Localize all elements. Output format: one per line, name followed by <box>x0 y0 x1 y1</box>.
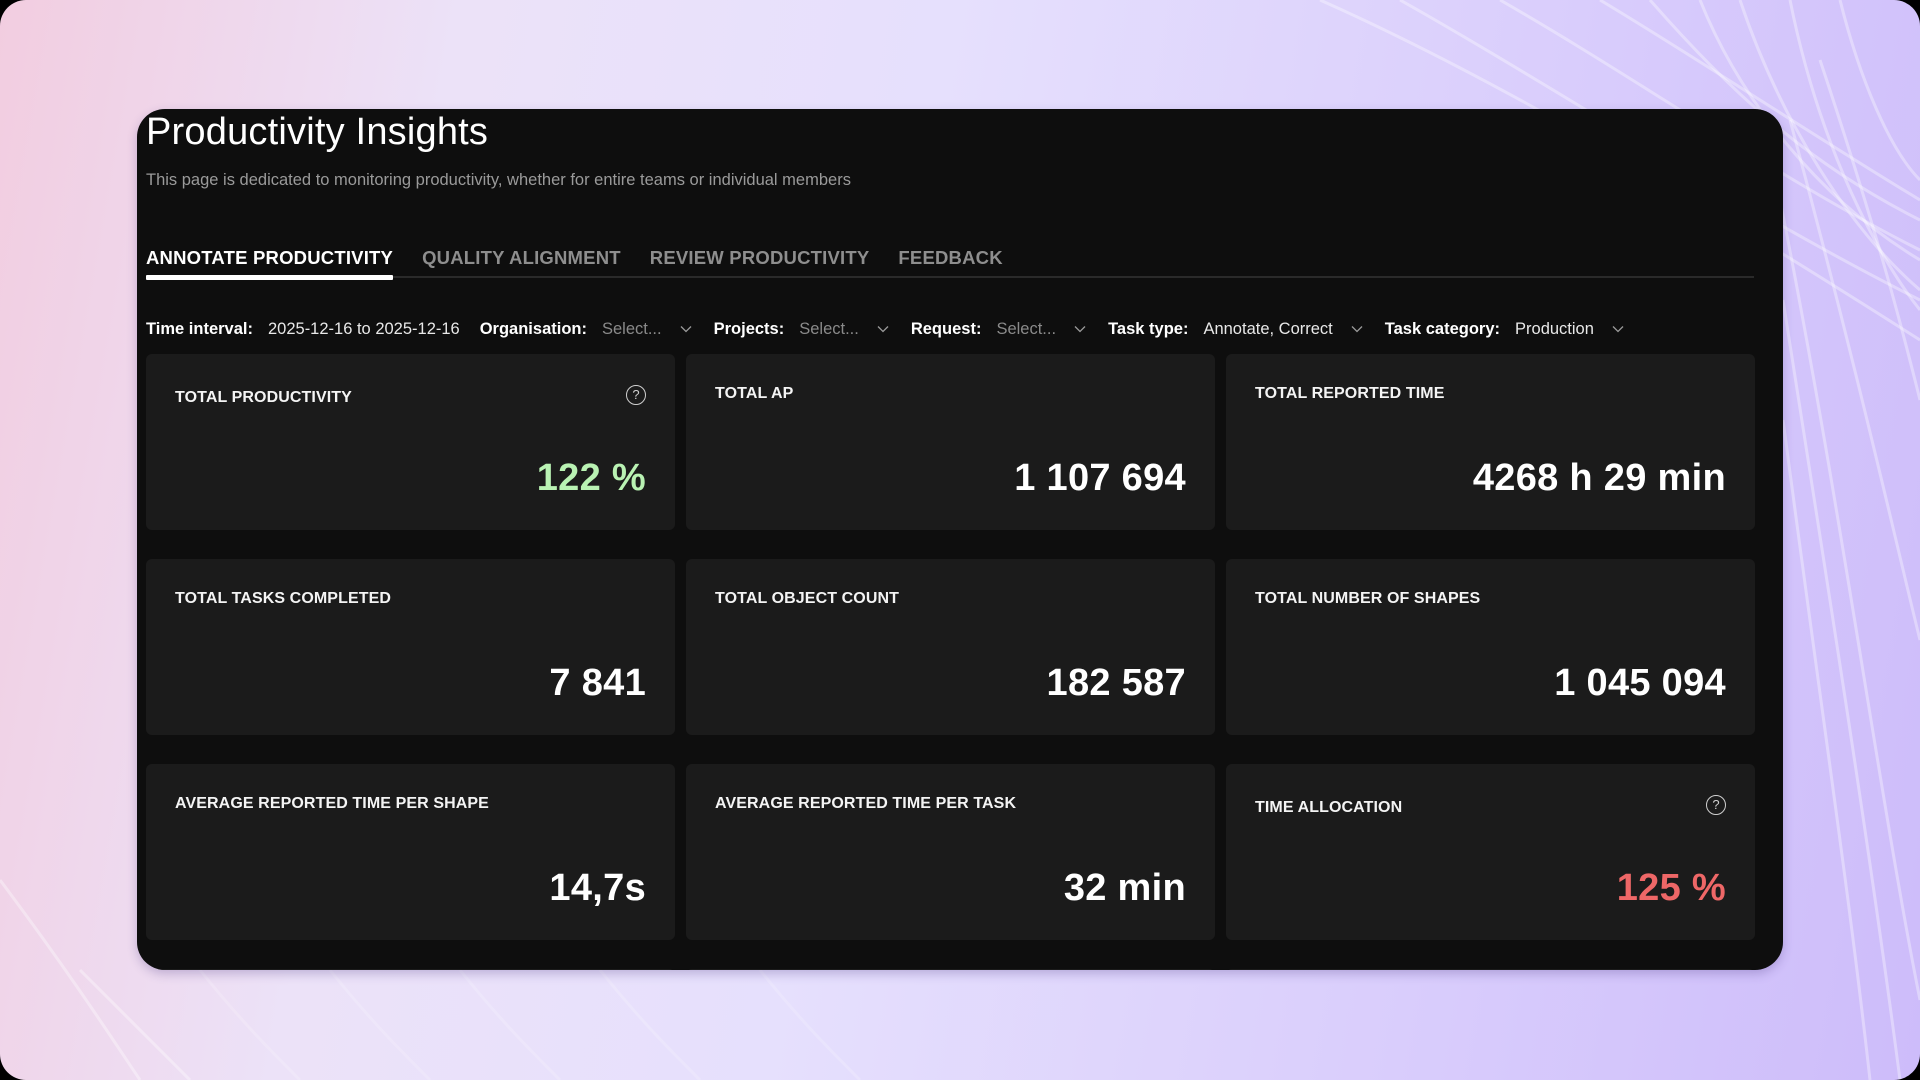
organisation-select[interactable]: Select... <box>602 320 692 339</box>
metric-card-total-object-count: TOTAL OBJECT COUNT 182 587 <box>686 559 1215 735</box>
metric-label: AVERAGE REPORTED TIME PER SHAPE <box>175 795 489 812</box>
question-circle-icon[interactable]: ? <box>1706 795 1726 815</box>
metric-value: 1 045 094 <box>1554 662 1726 704</box>
projects-select[interactable]: Select... <box>799 320 889 339</box>
page-subtitle: This page is dedicated to monitoring pro… <box>146 171 851 189</box>
metric-card-clipped <box>686 969 1215 970</box>
metric-label: TOTAL NUMBER OF SHAPES <box>1255 590 1481 607</box>
metric-card-time-allocation: TIME ALLOCATION ? 125 % <box>1226 764 1755 940</box>
question-circle-icon[interactable]: ? <box>626 385 646 405</box>
metric-card-clipped <box>146 969 675 970</box>
task-category-select-value: Production <box>1515 319 1594 338</box>
tab-review-productivity[interactable]: REVIEW PRODUCTIVITY <box>649 247 870 268</box>
metric-card-total-number-of-shapes: TOTAL NUMBER OF SHAPES 1 045 094 <box>1226 559 1755 735</box>
time-interval-picker[interactable]: 2025-12-16 to 2025-12-16 <box>267 319 460 338</box>
metric-label: TOTAL TASKS COMPLETED <box>175 590 392 607</box>
metric-card-total-reported-time: TOTAL REPORTED TIME 4268 h 29 min <box>1226 354 1755 530</box>
time-interval-label: Time interval: <box>146 319 253 338</box>
tab-feedback[interactable]: FEEDBACK <box>898 247 1003 268</box>
metric-value: 1 107 694 <box>1014 457 1186 499</box>
productivity-panel: Productivity Insights This page is dedic… <box>137 109 1783 970</box>
metric-value: 4268 h 29 min <box>1472 457 1726 499</box>
metric-card-total-ap: TOTAL AP 1 107 694 <box>686 354 1215 530</box>
task-type-select-value: Annotate, Correct <box>1203 319 1333 338</box>
metric-label: TOTAL AP <box>715 385 794 402</box>
chevron-down-icon <box>1351 326 1363 333</box>
metric-value: 32 min <box>1063 867 1186 909</box>
tab-annotate-productivity[interactable]: ANNOTATE PRODUCTIVITY <box>146 244 394 280</box>
metric-card-total-productivity: TOTAL PRODUCTIVITY ? 122 % <box>146 354 675 530</box>
chevron-down-icon <box>877 326 889 333</box>
chevron-down-icon <box>680 326 692 333</box>
task-category-select[interactable]: Production <box>1515 320 1624 339</box>
request-select-value: Select... <box>996 319 1057 338</box>
projects-select-value: Select... <box>799 319 859 338</box>
metric-value: 122 % <box>536 457 646 499</box>
chevron-down-icon <box>1074 326 1086 333</box>
chevron-down-icon <box>1612 326 1624 333</box>
organisation-select-value: Select... <box>601 319 662 338</box>
metric-label: TOTAL OBJECT COUNT <box>715 590 900 607</box>
task-type-select[interactable]: Annotate, Correct <box>1203 319 1363 339</box>
page-title: Productivity Insights <box>146 111 489 153</box>
metric-value: 125 % <box>1616 867 1726 909</box>
metric-label: TOTAL PRODUCTIVITY <box>175 389 352 406</box>
metric-value: 182 587 <box>1046 662 1186 704</box>
metric-label: TIME ALLOCATION <box>1255 799 1403 816</box>
metric-card-avg-time-per-shape: AVERAGE REPORTED TIME PER SHAPE 14,7s <box>146 764 675 940</box>
metric-label: TOTAL REPORTED TIME <box>1255 385 1445 402</box>
task-type-label: Task type: <box>1108 319 1189 338</box>
tab-bar: ANNOTATE PRODUCTIVITY QUALITY ALIGNMENT … <box>146 244 1754 280</box>
metric-card-total-tasks-completed: TOTAL TASKS COMPLETED 7 841 <box>146 559 675 735</box>
task-category-label: Task category: <box>1384 319 1501 338</box>
organisation-label: Organisation: <box>479 319 587 338</box>
metric-value: 14,7s <box>549 867 646 909</box>
tab-quality-alignment[interactable]: QUALITY ALIGNMENT <box>422 247 621 268</box>
metric-card-clipped <box>1226 969 1755 970</box>
metric-card-avg-time-per-task: AVERAGE REPORTED TIME PER TASK 32 min <box>686 764 1215 940</box>
metric-value: 7 841 <box>549 662 646 704</box>
request-select[interactable]: Select... <box>996 320 1086 339</box>
metrics-grid: TOTAL PRODUCTIVITY ? 122 % TOTAL AP 1 10… <box>146 354 1755 970</box>
metric-label: AVERAGE REPORTED TIME PER TASK <box>715 795 1017 812</box>
projects-label: Projects: <box>713 319 785 338</box>
request-label: Request: <box>910 319 982 338</box>
filter-bar: Time interval: 2025-12-16 to 2025-12-16 … <box>146 318 1646 340</box>
